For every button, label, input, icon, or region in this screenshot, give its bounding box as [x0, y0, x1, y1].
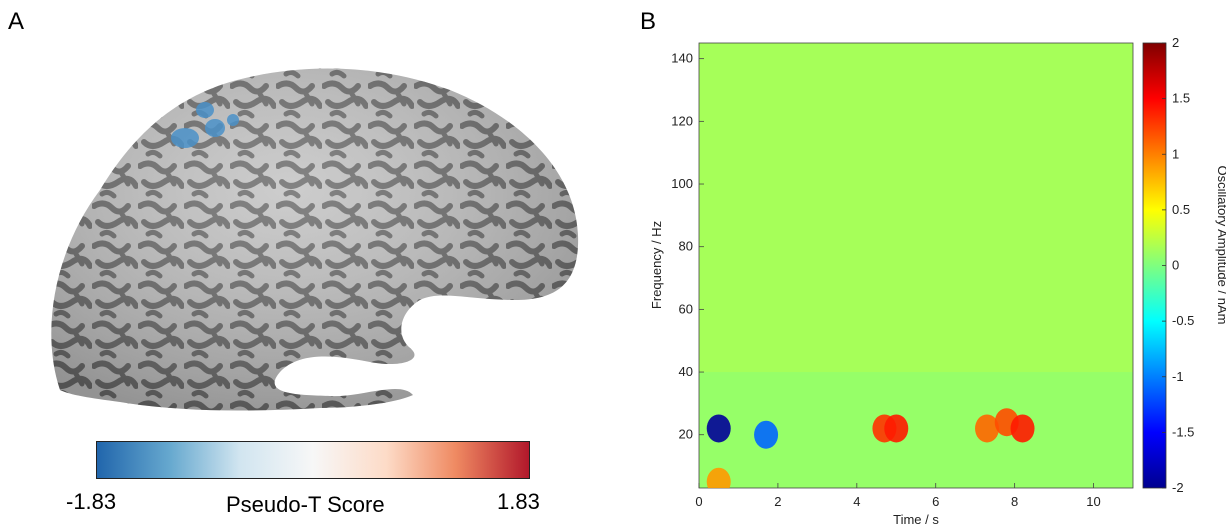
colorbar-tick-label: 2: [1172, 35, 1179, 50]
x-axis: 0 2 4 6 8 10: [695, 483, 1101, 509]
panel-b-label: B: [640, 8, 657, 35]
colorbar-title: Pseudo-T Score: [226, 492, 385, 517]
panel-a-label: A: [8, 8, 25, 35]
colorbar-tick-label: -1.5: [1172, 424, 1194, 439]
x-tick-label: 4: [853, 494, 860, 509]
y-tick-label: 120: [671, 113, 693, 128]
pseudo-t-colorbar: [96, 441, 530, 479]
colorbar-tick-label: 1.5: [1172, 91, 1190, 106]
y-axis-title: Frequency / Hz: [649, 221, 664, 309]
activation-spot: [171, 128, 199, 148]
x-tick-label: 10: [1086, 494, 1100, 509]
heatmap-feature: [706, 414, 731, 443]
colorbar-tick-label: 0: [1172, 258, 1179, 273]
y-tick-label: 60: [679, 301, 693, 316]
x-tick-label: 0: [695, 494, 702, 509]
colorbar-max-label: 1.83: [497, 489, 540, 514]
y-tick-label: 80: [679, 239, 693, 254]
colorbar-tick-label: -2: [1172, 480, 1184, 495]
colorbar-tick-label: -0.5: [1172, 313, 1194, 328]
heatmap-feature: [884, 414, 909, 443]
heatmap-feature: [1010, 414, 1035, 443]
activation-spot: [227, 114, 239, 126]
x-axis-title: Time / s: [893, 512, 939, 527]
colorbar-tick-label: 0.5: [1172, 202, 1190, 217]
y-tick-label: 100: [671, 176, 693, 191]
heatmap-features: [706, 408, 1035, 488]
heatmap-feature: [754, 420, 779, 449]
brain-surface-figure: [51, 68, 579, 411]
heatmap-feature: [975, 414, 1000, 443]
heatmap-feature: [706, 467, 731, 488]
y-tick-label: 140: [671, 51, 693, 66]
activation-spot: [205, 119, 225, 137]
x-tick-label: 8: [1011, 494, 1018, 509]
x-tick-label: 6: [932, 494, 939, 509]
y-tick-label: 20: [679, 427, 693, 442]
plot-frame: [698, 42, 1134, 489]
colorbar-min-label: -1.83: [66, 489, 117, 514]
colorbar-tick-label: 1: [1172, 146, 1179, 161]
heatmap-background: [698, 42, 1134, 489]
colorbar-ticks: -2 -1.5 -1 -0.5 0 0.5 1 1.5 2: [1162, 35, 1194, 495]
colorbar-tick-label: -1: [1172, 369, 1184, 384]
activation-spot: [196, 102, 214, 118]
x-tick-label: 2: [774, 494, 781, 509]
colorbar-title: Oscillatory Amplitude / nAm: [1215, 166, 1226, 325]
y-tick-label: 40: [679, 364, 693, 379]
y-axis: 20 40 60 80 100 120 140: [671, 51, 704, 442]
